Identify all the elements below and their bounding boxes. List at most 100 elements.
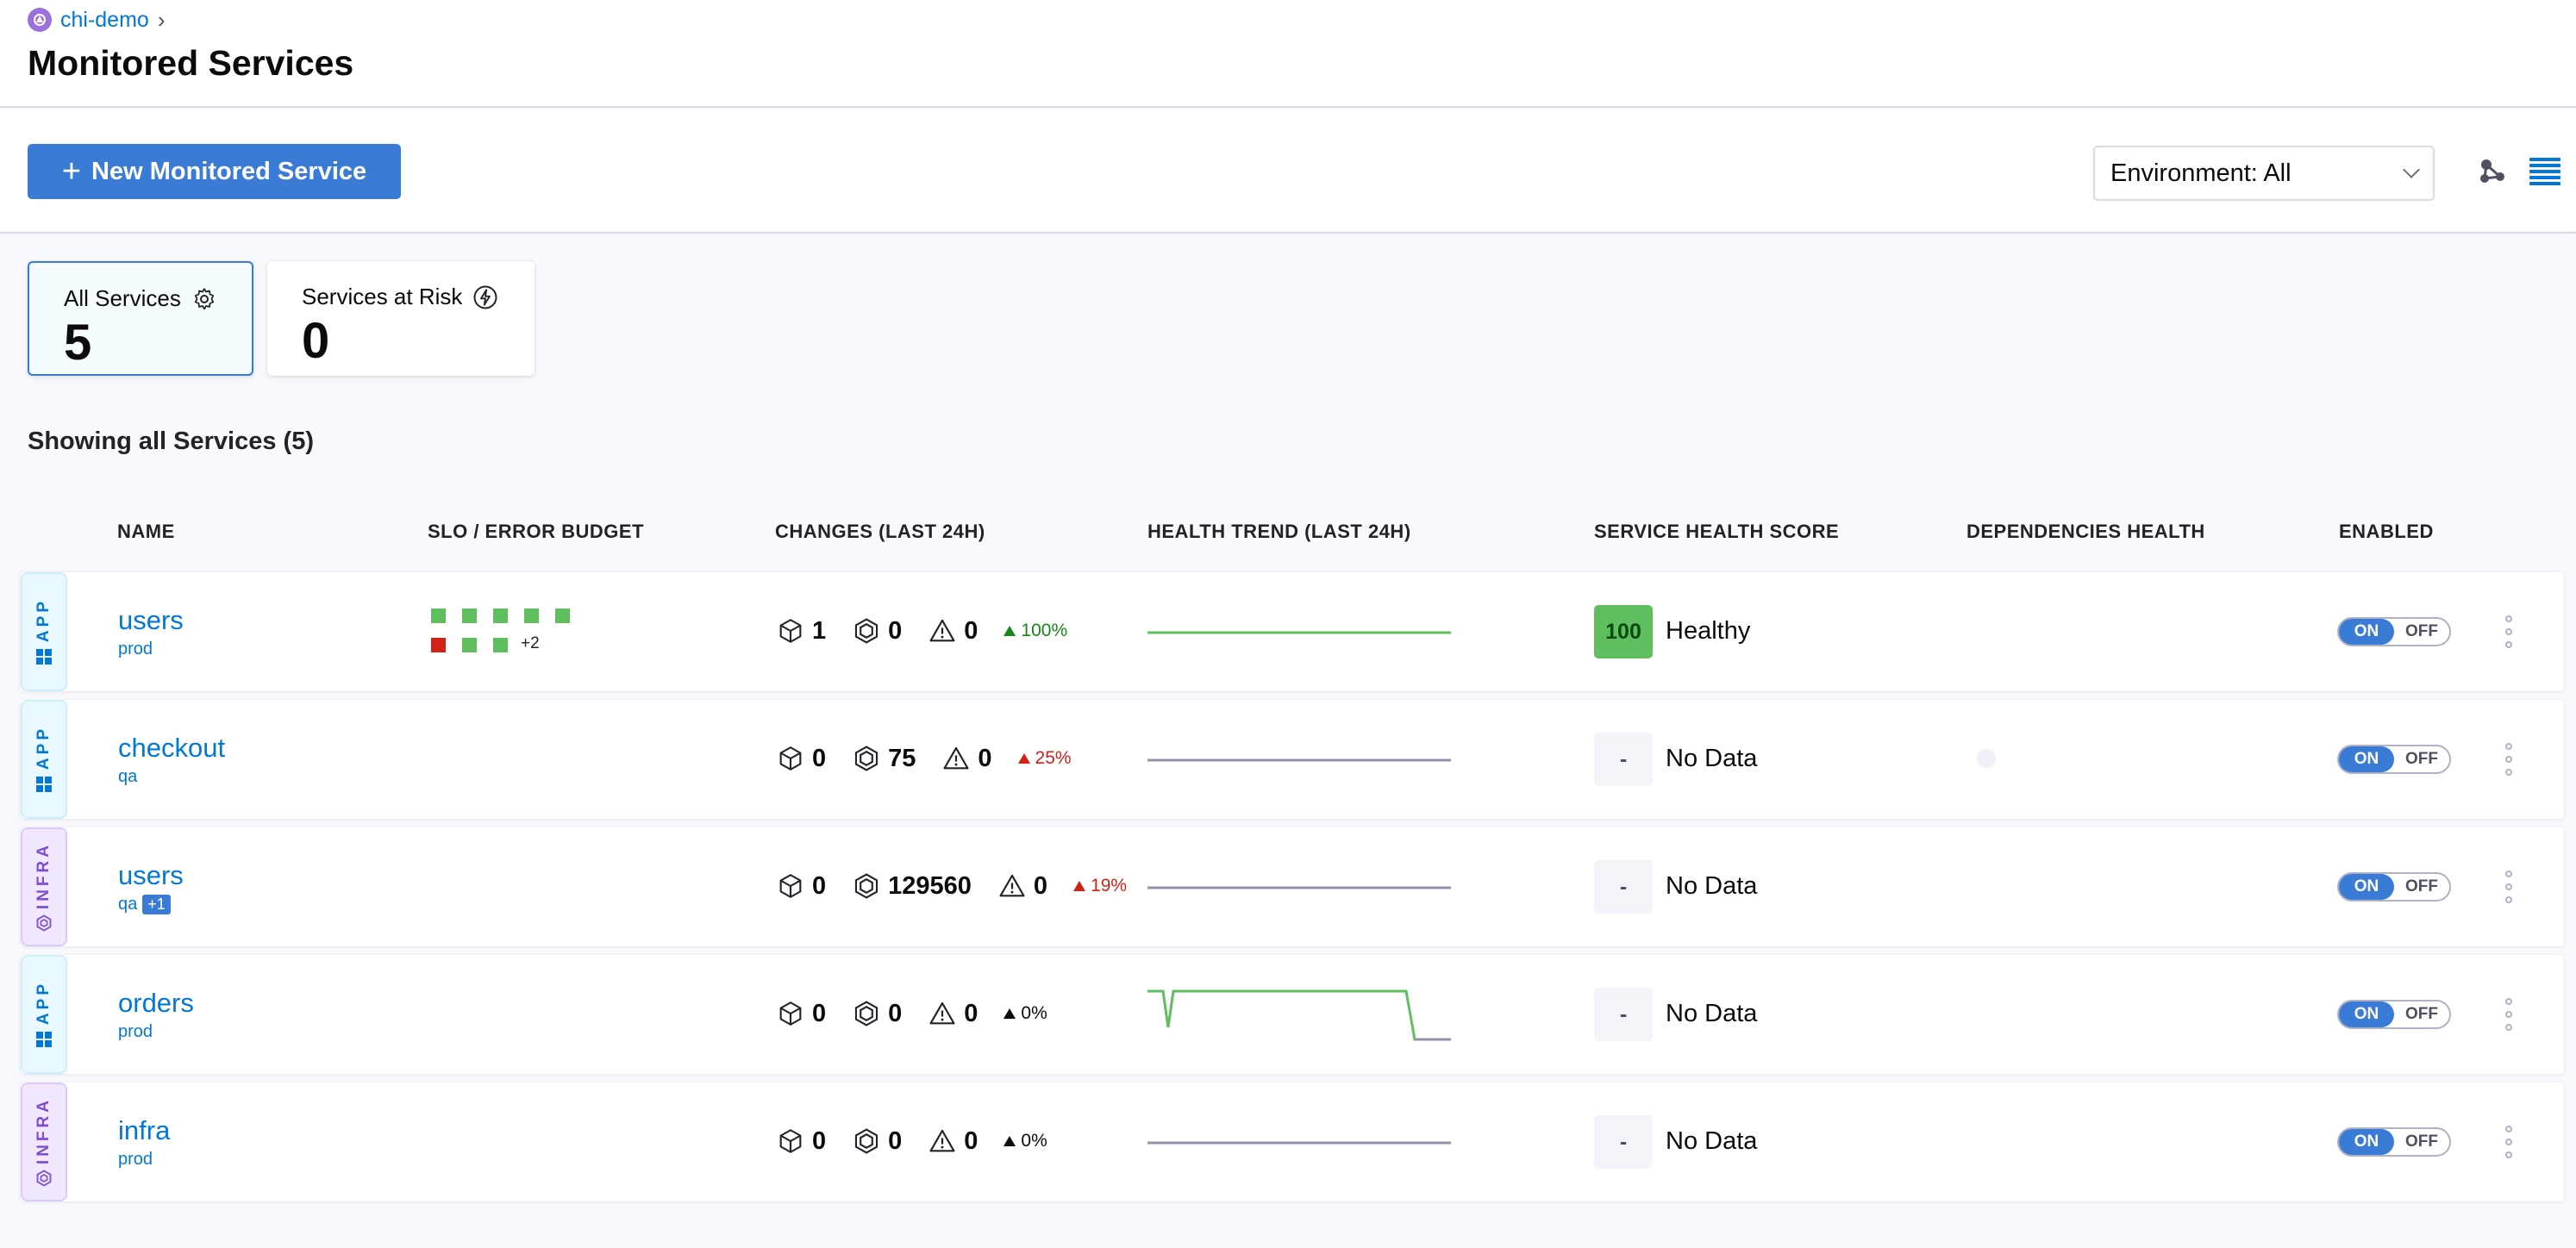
trend-up-icon [1017,753,1030,764]
environment-select[interactable]: Environment: All [2093,146,2435,201]
health-status-label: No Data [1666,872,1758,900]
health-trend-sparkline[interactable] [1147,1107,1451,1177]
header-health-score[interactable]: SERVICE HEALTH SCORE [1594,521,1840,542]
slo-indicator-healthy [555,608,570,623]
change-percentage: 19% [1073,876,1127,896]
table-row[interactable]: APP checkout qa 0 75 0 25% - No Data ON O… [21,700,2564,819]
infrastructure-hexagon-icon [855,1001,878,1026]
lightning-icon [473,285,497,309]
chevron-right-icon: › [157,6,166,33]
showing-count-text: Showing all Services (5) [28,427,314,455]
services-at-risk-card[interactable]: Services at Risk 0 [267,261,535,376]
service-name-link[interactable]: orders [118,988,194,1018]
infrastructure-hexagon-icon [855,873,878,899]
enabled-toggle[interactable]: ON OFF [2337,745,2451,774]
enabled-toggle[interactable]: ON OFF [2337,1127,2451,1157]
service-name-link[interactable]: infra [118,1115,171,1145]
incident-count: 0 [964,1126,979,1155]
services-at-risk-label: Services at Risk [302,284,463,309]
enabled-toggle[interactable]: ON OFF [2337,617,2451,646]
change-percentage-value: 19% [1091,876,1128,895]
change-percentage: 100% [1004,621,1067,641]
health-status-label: No Data [1666,1000,1758,1027]
deployment-count: 0 [812,871,827,900]
app-grid-icon [36,1031,52,1047]
deployment-cube-icon [779,1002,802,1026]
incident-warning-icon [929,1129,955,1152]
slo-more-count[interactable]: +2 [521,634,540,652]
trend-up-icon [1073,881,1086,891]
list-view-icon[interactable] [2528,154,2562,189]
toolbar: + New Monitored Service Environment: All [0,109,2576,234]
table-row[interactable]: INFRA infra prod 0 0 0 0% - No Data ON OF… [21,1083,2564,1201]
service-environment-label: qa [118,767,138,786]
slo-indicator-healthy [462,608,477,623]
service-type-tag: INFRA [21,827,67,946]
slo-indicator-unhealthy [431,638,446,652]
service-environment: prod [118,640,153,659]
health-status-label: Healthy [1666,617,1751,645]
header-name[interactable]: NAME [117,521,175,542]
health-status-label: No Data [1666,1127,1758,1155]
incident-count: 0 [1033,871,1048,900]
changes-summary: 0 0 0 0% [776,996,1047,1031]
change-percentage: 25% [1017,748,1072,769]
page-header: chi-demo › Monitored Services [0,0,2576,108]
service-name-link[interactable]: checkout [118,733,226,763]
all-services-label: All Services [64,285,181,311]
table-row[interactable]: INFRA users qa +1 0 129560 0 19% - No Dat… [21,827,2564,946]
health-trend-sparkline[interactable] [1147,596,1451,667]
trend-up-icon [1004,1136,1016,1146]
change-percentage-value: 0% [1021,1131,1047,1151]
trend-up-icon [1004,626,1016,636]
deployment-count: 0 [812,999,827,1027]
all-services-card[interactable]: All Services 5 [28,261,253,376]
health-trend-sparkline[interactable] [1147,979,1451,1050]
table-row[interactable]: APP orders prod 0 0 0 0% - No Data ON OFF [21,955,2564,1074]
page-title: Monitored Services [28,43,354,83]
deployment-count: 0 [812,1126,827,1155]
health-trend-sparkline[interactable] [1147,852,1451,922]
more-options-icon[interactable] [2500,998,2517,1031]
toggle-on-label: ON [2339,619,2394,645]
toggle-on-label: ON [2339,746,2394,772]
environment-select-value: Environment: All [2110,159,2292,187]
toggle-off-label: OFF [2405,877,2438,895]
trend-up-icon [1004,1008,1016,1019]
infrastructure-change-count: 0 [888,999,903,1027]
deployment-count: 0 [812,744,827,772]
dependency-health-indicator[interactable] [1977,749,1996,768]
header-dependencies-health[interactable]: DEPENDENCIES HEALTH [1966,521,2205,542]
all-services-count: 5 [64,315,92,371]
changes-summary: 0 0 0 0% [776,1124,1047,1158]
new-monitored-service-label: New Monitored Service [91,157,367,185]
toggle-on-label: ON [2339,1002,2394,1027]
toggle-off-label: OFF [2405,750,2438,768]
breadcrumb-project-link[interactable]: chi-demo [60,7,149,32]
deployment-count: 1 [812,616,827,645]
header-slo[interactable]: SLO / ERROR BUDGET [428,521,645,542]
slo-indicator-healthy [493,608,508,623]
more-options-icon[interactable] [2500,615,2517,648]
health-score-badge: - [1594,1115,1653,1169]
new-monitored-service-button[interactable]: + New Monitored Service [28,144,401,199]
more-options-icon[interactable] [2500,870,2517,903]
service-name-link[interactable]: users [118,860,184,890]
enabled-toggle[interactable]: ON OFF [2337,872,2451,902]
table-row[interactable]: APP users prod +2 1 0 0 100% 100 Healthy… [21,572,2564,691]
slo-indicator-healthy [431,608,446,623]
header-changes[interactable]: CHANGES (LAST 24H) [775,521,985,542]
graph-view-icon[interactable] [2474,154,2509,189]
more-options-icon[interactable] [2500,743,2517,776]
more-environments-badge[interactable]: +1 [142,895,171,914]
incident-warning-icon [943,746,969,770]
enabled-toggle[interactable]: ON OFF [2337,1000,2451,1029]
service-environment-label: prod [118,640,153,658]
gear-icon [194,287,214,309]
service-name-link[interactable]: users [118,605,184,635]
health-trend-sparkline[interactable] [1147,724,1451,795]
header-health-trend[interactable]: HEALTH TREND (LAST 24H) [1147,521,1411,542]
header-enabled[interactable]: ENABLED [2339,521,2434,542]
more-options-icon[interactable] [2500,1126,2517,1158]
app-grid-icon [36,776,52,792]
